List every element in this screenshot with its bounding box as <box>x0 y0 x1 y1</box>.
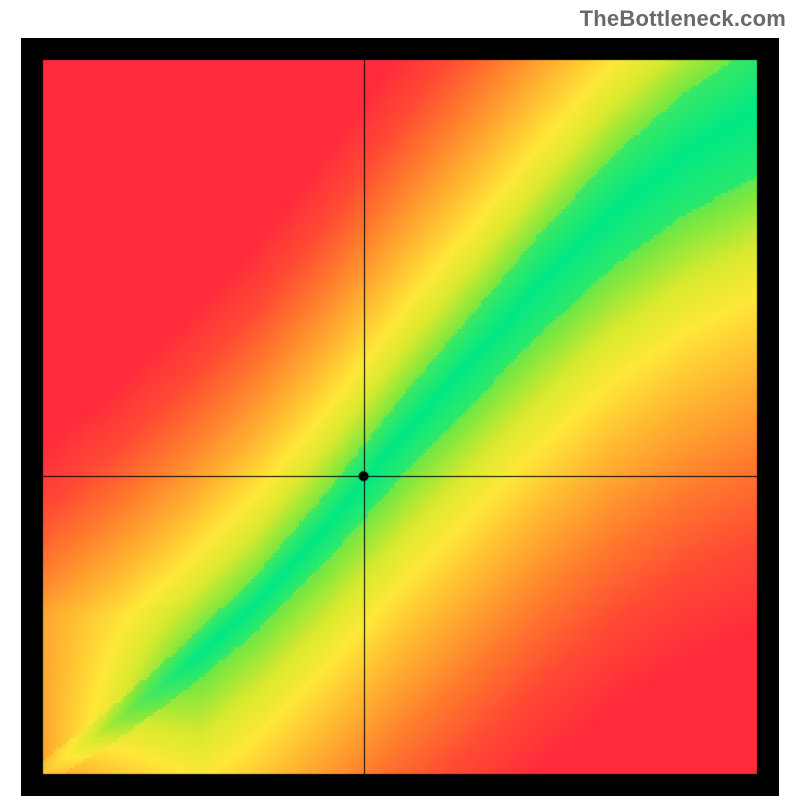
attribution-text: TheBottleneck.com <box>580 6 786 32</box>
plot-frame <box>21 38 779 796</box>
heatmap-canvas <box>21 38 779 796</box>
chart-container: TheBottleneck.com <box>0 0 800 800</box>
